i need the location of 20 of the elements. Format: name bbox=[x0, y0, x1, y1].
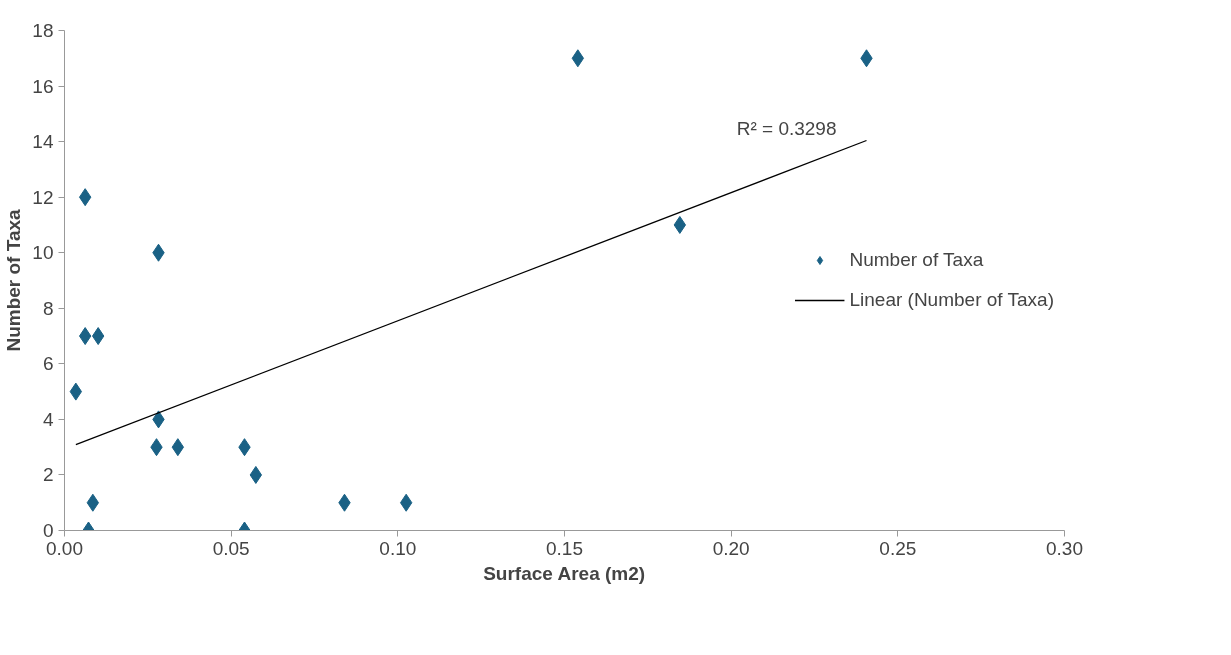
y-axis-title: Number of Taxa bbox=[3, 208, 25, 352]
x-axis-title: Surface Area (m2) bbox=[483, 562, 646, 584]
x-tick-label: 0.20 bbox=[712, 537, 750, 559]
y-tick-label: 2 bbox=[42, 464, 54, 486]
y-tick-label: 6 bbox=[42, 353, 54, 375]
x-tick-label: 0.10 bbox=[379, 537, 417, 559]
legend-label: Linear (Number of Taxa) bbox=[849, 289, 1054, 311]
y-tick-label: 12 bbox=[32, 186, 54, 208]
y-tick-label: 14 bbox=[32, 131, 54, 153]
y-tick-label: 4 bbox=[42, 408, 54, 430]
y-tick-label: 18 bbox=[32, 20, 54, 41]
annotation: R² = 0.3298 bbox=[736, 117, 837, 139]
y-tick-label: 10 bbox=[32, 242, 54, 264]
x-tick-label: 0.15 bbox=[546, 537, 583, 559]
legend-label: Number of Taxa bbox=[849, 249, 984, 271]
x-tick-label: 0.05 bbox=[212, 537, 250, 559]
y-tick-label: 8 bbox=[42, 297, 54, 319]
x-tick-label: 0.30 bbox=[1046, 537, 1083, 559]
y-tick-label: 16 bbox=[32, 75, 54, 97]
x-tick-label: 0.25 bbox=[879, 537, 917, 559]
